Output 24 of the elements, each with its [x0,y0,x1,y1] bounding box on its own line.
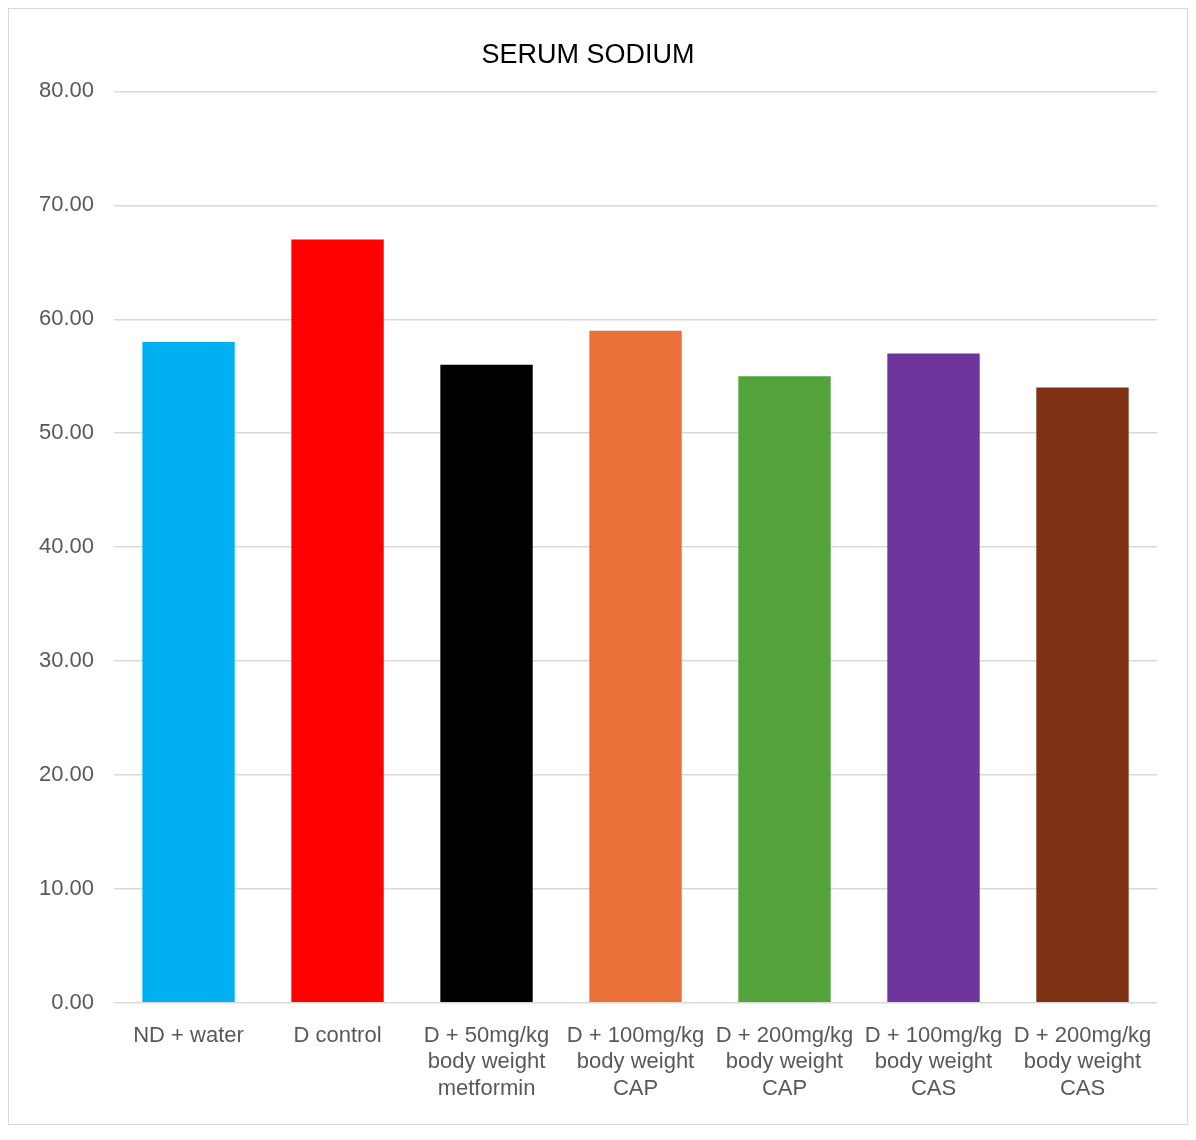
x-tick-label: D control [293,1022,382,1048]
x-tick-label: D + 200mg/kg body weight CAS [1013,1022,1152,1100]
y-tick-label: 50.00 [38,419,95,445]
bar [738,376,831,1003]
x-tick-label: D + 100mg/kg body weight CAP [566,1022,705,1100]
y-tick-label: 80.00 [38,77,95,103]
bar [1036,387,1129,1003]
x-tick-label: D + 100mg/kg body weight CAS [864,1022,1003,1100]
x-tick-label: ND + water [133,1022,244,1048]
y-tick-label: 30.00 [38,647,95,673]
y-tick-label: 40.00 [38,533,95,559]
y-tick-label: 10.00 [38,874,95,900]
bar [291,239,384,1003]
chart-title: SERUM SODIUM [481,38,695,69]
x-tick-label: D + 50mg/kg body weight metformin [423,1022,550,1100]
y-tick-label: 20.00 [38,761,95,787]
y-tick-label: 70.00 [38,191,95,217]
bar [887,353,980,1003]
bar [589,330,682,1003]
y-tick-label: 60.00 [38,305,95,331]
y-tick-label: 0.00 [51,988,95,1014]
x-tick-label: D + 200mg/kg body weight CAP [715,1022,854,1100]
bar [142,342,235,1003]
bar [440,364,533,1003]
